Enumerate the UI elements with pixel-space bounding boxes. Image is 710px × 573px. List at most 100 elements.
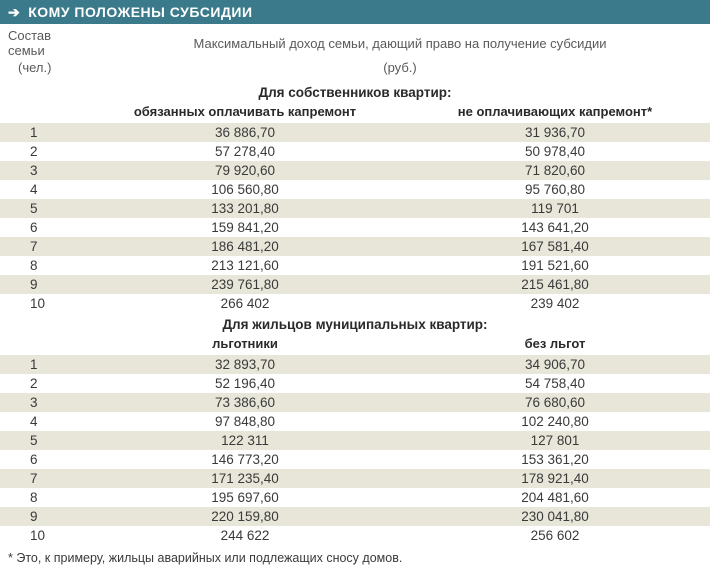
section1-subhead: обязанных оплачивать капремонт не оплачи…: [0, 102, 710, 123]
cell-n: 7: [0, 237, 90, 256]
cell-b: 76 680,60: [400, 393, 710, 412]
title-bar: ➔ КОМУ ПОЛОЖЕНЫ СУБСИДИИ: [0, 0, 710, 24]
cell-b: 50 978,40: [400, 142, 710, 161]
cell-a: 171 235,40: [90, 469, 400, 488]
cell-n: 2: [0, 142, 90, 161]
section2-subhead: льготники без льгот: [0, 334, 710, 355]
col-family: Состав семьи: [0, 24, 90, 60]
cell-b: 230 041,80: [400, 507, 710, 526]
subsidy-table: Состав семьи Максимальный доход семьи, д…: [0, 24, 710, 545]
cell-a: 244 622: [90, 526, 400, 545]
cell-a: 159 841,20: [90, 218, 400, 237]
cell-a: 186 481,20: [90, 237, 400, 256]
cell-n: 3: [0, 161, 90, 180]
cell-a: 266 402: [90, 294, 400, 313]
cell-n: 10: [0, 526, 90, 545]
arrow-right-icon: ➔: [8, 5, 20, 19]
cell-b: 167 581,40: [400, 237, 710, 256]
table-row: 497 848,80102 240,80: [0, 412, 710, 431]
cell-a: 195 697,60: [90, 488, 400, 507]
cell-b: 31 936,70: [400, 123, 710, 142]
cell-n: 4: [0, 180, 90, 199]
section1-title: Для собственников квартир:: [0, 81, 710, 102]
table-row: 8195 697,60204 481,60: [0, 488, 710, 507]
table-row: 6146 773,20153 361,20: [0, 450, 710, 469]
cell-n: 8: [0, 256, 90, 275]
cell-a: 97 848,80: [90, 412, 400, 431]
table-row: 8213 121,60191 521,60: [0, 256, 710, 275]
cell-a: 73 386,60: [90, 393, 400, 412]
table-row: 10266 402239 402: [0, 294, 710, 313]
cell-a: 122 311: [90, 431, 400, 450]
cell-a: 239 761,80: [90, 275, 400, 294]
table-row: 7186 481,20167 581,40: [0, 237, 710, 256]
cell-b: 102 240,80: [400, 412, 710, 431]
cell-n: 9: [0, 275, 90, 294]
cell-n: 3: [0, 393, 90, 412]
section2-title-row: Для жильцов муниципальных квартир:: [0, 313, 710, 334]
subsidy-table-wrap: Состав семьи Максимальный доход семьи, д…: [0, 24, 710, 545]
cell-a: 57 278,40: [90, 142, 400, 161]
table-row: 136 886,7031 936,70: [0, 123, 710, 142]
cell-n: 5: [0, 431, 90, 450]
cell-n: 1: [0, 123, 90, 142]
cell-n: 2: [0, 374, 90, 393]
cell-a: 52 196,40: [90, 374, 400, 393]
cell-b: 153 361,20: [400, 450, 710, 469]
table-row: 257 278,4050 978,40: [0, 142, 710, 161]
cell-b: 119 701: [400, 199, 710, 218]
cell-b: 127 801: [400, 431, 710, 450]
cell-n: 4: [0, 412, 90, 431]
table-row: 5133 201,80119 701: [0, 199, 710, 218]
section2-col-a: льготники: [90, 334, 400, 355]
section2-title: Для жильцов муниципальных квартир:: [0, 313, 710, 334]
footnote: * Это, к примеру, жильцы аварийных или п…: [0, 545, 710, 573]
col-income: Максимальный доход семьи, дающий право н…: [90, 24, 710, 60]
cell-a: 133 201,80: [90, 199, 400, 218]
table-row: 10244 622256 602: [0, 526, 710, 545]
cell-b: 178 921,40: [400, 469, 710, 488]
cell-b: 54 758,40: [400, 374, 710, 393]
cell-n: 7: [0, 469, 90, 488]
cell-n: 5: [0, 199, 90, 218]
table-row: 7171 235,40178 921,40: [0, 469, 710, 488]
column-header-row: Состав семьи Максимальный доход семьи, д…: [0, 24, 710, 60]
table-row: 9220 159,80230 041,80: [0, 507, 710, 526]
section2-col-b: без льгот: [400, 334, 710, 355]
cell-b: 204 481,60: [400, 488, 710, 507]
cell-n: 6: [0, 218, 90, 237]
cell-b: 95 760,80: [400, 180, 710, 199]
cell-b: 256 602: [400, 526, 710, 545]
page-title: КОМУ ПОЛОЖЕНЫ СУБСИДИИ: [28, 4, 252, 20]
cell-n: 9: [0, 507, 90, 526]
cell-a: 36 886,70: [90, 123, 400, 142]
cell-a: 79 920,60: [90, 161, 400, 180]
cell-n: 10: [0, 294, 90, 313]
table-row: 5122 311127 801: [0, 431, 710, 450]
cell-b: 191 521,60: [400, 256, 710, 275]
cell-n: 8: [0, 488, 90, 507]
cell-a: 32 893,70: [90, 355, 400, 374]
table-row: 373 386,6076 680,60: [0, 393, 710, 412]
cell-b: 215 461,80: [400, 275, 710, 294]
cell-a: 213 121,60: [90, 256, 400, 275]
table-row: 252 196,4054 758,40: [0, 374, 710, 393]
table-row: 379 920,6071 820,60: [0, 161, 710, 180]
section1-col-a: обязанных оплачивать капремонт: [90, 102, 400, 123]
column-header-sub: (чел.) (руб.): [0, 60, 710, 81]
table-row: 4106 560,8095 760,80: [0, 180, 710, 199]
table-row: 6159 841,20143 641,20: [0, 218, 710, 237]
cell-b: 71 820,60: [400, 161, 710, 180]
col-family-unit: (чел.): [0, 60, 90, 81]
cell-a: 220 159,80: [90, 507, 400, 526]
table-row: 9239 761,80215 461,80: [0, 275, 710, 294]
col-income-unit: (руб.): [90, 60, 710, 81]
cell-n: 1: [0, 355, 90, 374]
section1-title-row: Для собственников квартир:: [0, 81, 710, 102]
cell-b: 143 641,20: [400, 218, 710, 237]
cell-n: 6: [0, 450, 90, 469]
section1-col-b: не оплачивающих капремонт*: [400, 102, 710, 123]
cell-b: 239 402: [400, 294, 710, 313]
cell-a: 146 773,20: [90, 450, 400, 469]
cell-b: 34 906,70: [400, 355, 710, 374]
